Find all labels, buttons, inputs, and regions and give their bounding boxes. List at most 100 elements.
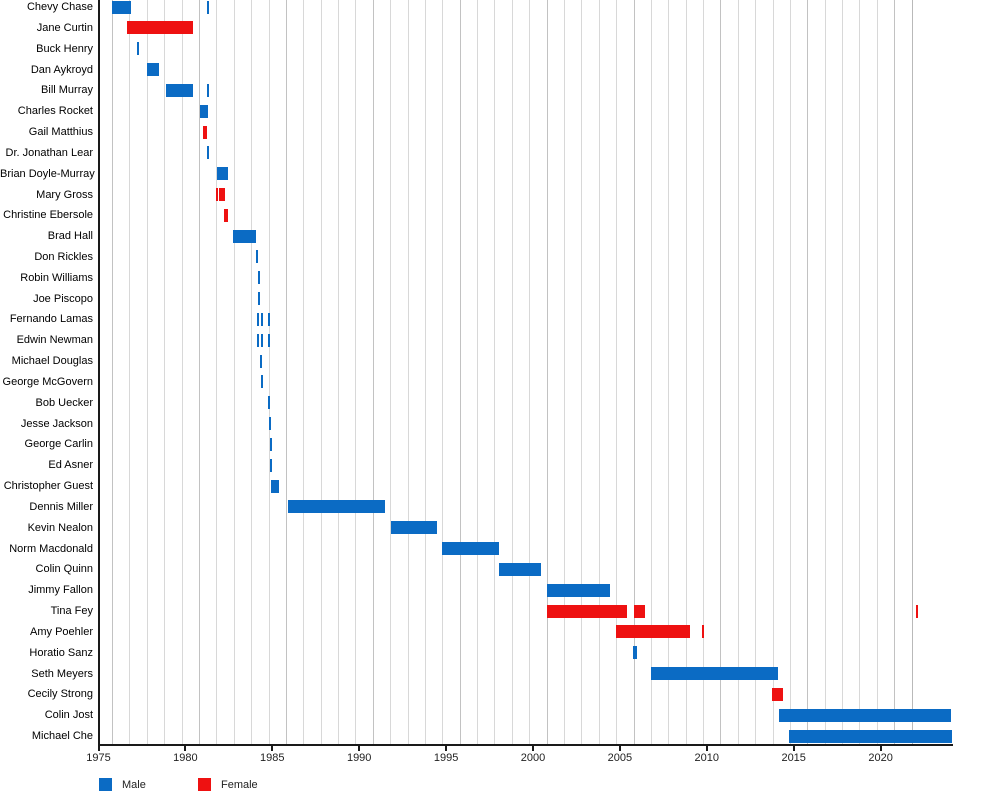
row-label-buck-henry: Buck Henry — [36, 42, 93, 55]
year-gridline — [511, 0, 513, 744]
x-axis-tick — [97, 746, 100, 751]
timeline-bar-male — [288, 500, 386, 514]
timeline-bar-female — [126, 21, 129, 35]
x-axis-line — [98, 744, 953, 746]
timeline-bar-male — [256, 250, 259, 264]
timeline-bar-male — [269, 417, 272, 431]
timeline-bar-female — [546, 604, 628, 618]
year-gridline — [181, 0, 183, 744]
row-label-dan-aykroyd: Dan Aykroyd — [30, 63, 93, 76]
timeline-bar-male — [441, 542, 500, 555]
row-label-christopher-guest: Christopher Guest — [3, 480, 93, 492]
year-gridline — [703, 0, 704, 744]
x-axis-tick-label: 1985 — [260, 752, 285, 764]
year-gridline — [581, 0, 583, 744]
year-gridline — [407, 0, 409, 744]
timeline-bar-male — [260, 333, 263, 347]
year-gridline — [859, 0, 861, 744]
legend-item-female: Female — [198, 778, 258, 791]
timeline-bar-male — [261, 375, 264, 389]
row-label-brian-doyle-murray: Brian Doyle-Murray — [0, 167, 95, 180]
timeline-bar-female — [701, 625, 704, 639]
year-gridline — [563, 0, 565, 744]
year-gridline — [911, 0, 913, 744]
x-axis-tick-label: 2020 — [868, 752, 893, 764]
row-label-jimmy-fallon: Jimmy Fallon — [28, 584, 93, 597]
timeline-bar-male — [267, 312, 270, 326]
year-gridline — [251, 0, 253, 744]
female-legend-label: Female — [221, 778, 258, 791]
year-gridline — [650, 0, 652, 744]
timeline-bar-female — [615, 625, 690, 639]
timeline-bar-male — [137, 42, 140, 56]
year-gridline — [442, 0, 444, 744]
timeline-bar-male — [789, 729, 952, 743]
year-gridline — [824, 0, 826, 744]
year-gridline — [338, 0, 339, 744]
timeline-bar-male — [257, 292, 260, 306]
x-axis-tick-label: 1980 — [173, 752, 198, 764]
timeline-bar-male — [268, 396, 271, 410]
year-gridline — [668, 0, 670, 744]
row-label-dennis-miller: Dennis Miller — [29, 500, 93, 513]
year-gridline — [320, 0, 322, 744]
year-gridline — [146, 0, 148, 744]
timeline-bar-male — [546, 583, 610, 597]
row-label-michael-che: Michael Che — [31, 730, 93, 742]
year-gridline — [685, 0, 687, 744]
year-gridline — [303, 0, 305, 744]
row-label-colin-jost: Colin Jost — [44, 709, 93, 722]
timeline-bar-male — [268, 333, 271, 347]
timeline-bar-male — [147, 63, 159, 76]
timeline-bar-male — [499, 562, 541, 576]
x-axis-tick — [879, 746, 882, 751]
legend-item-male: Male — [99, 778, 146, 791]
year-gridline — [372, 0, 374, 744]
row-label-don-rickles: Don Rickles — [34, 250, 93, 263]
y-axis-line — [98, 0, 100, 745]
x-axis-tick-label: 2015 — [781, 752, 806, 764]
year-gridline — [720, 0, 722, 744]
timeline-bar-male — [165, 83, 194, 97]
row-label-fernando-lamas: Fernando Lamas — [9, 313, 93, 326]
timeline-bar-female — [772, 687, 784, 701]
year-gridline — [477, 0, 478, 744]
timeline-bar-male — [256, 333, 259, 347]
x-axis-tick-label: 1975 — [86, 752, 111, 764]
timeline-bar-male — [233, 229, 256, 243]
x-axis-tick — [358, 746, 361, 751]
year-gridline — [616, 0, 618, 744]
year-gridline — [546, 0, 548, 744]
female-legend-swatch — [198, 778, 211, 791]
x-axis-tick — [618, 746, 621, 751]
timeline-bar-male — [207, 0, 210, 14]
row-label-colin-quinn: Colin Quinn — [35, 563, 93, 576]
timeline-bar-male — [271, 479, 279, 493]
row-label-mary-gross: Mary Gross — [36, 188, 93, 201]
timeline-bar-male — [270, 437, 273, 451]
year-gridline — [494, 0, 496, 744]
timeline-bar-female — [218, 188, 221, 201]
timeline-bar-male — [779, 708, 952, 722]
x-axis-tick — [792, 746, 795, 751]
male-legend-swatch — [99, 778, 112, 791]
year-gridline — [112, 0, 114, 744]
timeline-bar-female — [221, 188, 225, 201]
year-gridline — [842, 0, 843, 744]
x-axis-tick-label: 1995 — [433, 752, 459, 764]
row-label-chevy-chase: Chevy Chase — [26, 1, 93, 13]
row-label-horatio-sanz: Horatio Sanz — [29, 646, 93, 659]
x-axis-tick — [184, 746, 187, 751]
row-label-bill-murray: Bill Murray — [41, 84, 93, 97]
timeline-bar-male — [216, 167, 229, 181]
timeline-bar-female — [634, 604, 646, 618]
row-label-george-mcgovern: George McGovern — [2, 375, 93, 388]
year-gridline — [529, 0, 531, 744]
row-label-dr-jonathan-lear: Dr. Jonathan Lear — [5, 146, 93, 159]
timeline-bar-female — [129, 21, 193, 35]
year-gridline — [876, 0, 878, 744]
year-gridline — [164, 0, 166, 744]
row-label-george-carlin: George Carlin — [24, 438, 93, 451]
male-legend-label: Male — [122, 778, 146, 791]
